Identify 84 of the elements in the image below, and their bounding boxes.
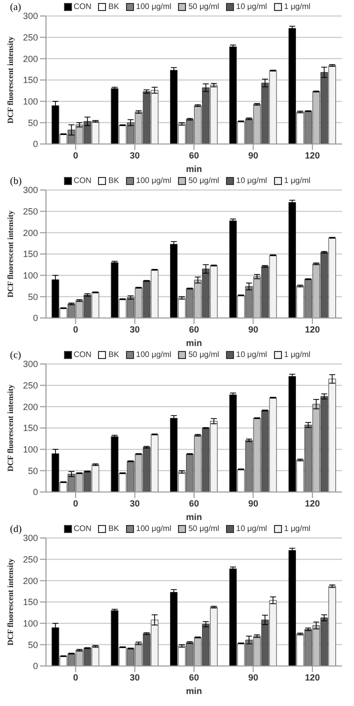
y-tick-label: 0 — [32, 487, 38, 498]
legend-label: BK — [108, 350, 120, 359]
y-axis-title: DCF fluorescent intensity — [6, 384, 15, 472]
x-tick-label: 0 — [73, 498, 78, 508]
y-axis-title: DCF fluorescent intensity — [6, 36, 15, 124]
legend-label: 50 μg/ml — [188, 176, 220, 185]
y-tick-label: 100 — [22, 270, 38, 281]
legend-label: CON — [74, 176, 92, 185]
y-tick-label: 200 — [22, 228, 38, 238]
y-tick-label: 200 — [22, 54, 38, 64]
legend-label: 100 μg/ml — [136, 2, 172, 11]
x-tick-label: 30 — [130, 150, 140, 160]
legend-label: CON — [74, 2, 92, 11]
legend-label: 1 μg/ml — [284, 350, 310, 359]
y-tick-label: 100 — [22, 444, 38, 455]
x-tick-label: 90 — [248, 672, 258, 682]
x-tick-label: 0 — [73, 672, 78, 682]
y-tick-label: 150 — [22, 597, 38, 608]
y-tick-label: 150 — [22, 249, 38, 260]
x-tick-label: 60 — [188, 672, 200, 682]
legend-label: 100 μg/ml — [136, 524, 172, 533]
x-tick-label: 30 — [130, 498, 140, 508]
y-tick-label: 0 — [32, 313, 38, 324]
legend-label: 10 μg/ml — [236, 524, 268, 533]
x-tick-label: 120 — [304, 150, 320, 160]
y-tick-label: 150 — [22, 75, 38, 86]
legend-label: BK — [108, 176, 120, 185]
chart-title: (d) — [10, 524, 22, 535]
x-tick-label: 90 — [248, 150, 258, 160]
y-tick-label: 200 — [22, 402, 38, 412]
y-tick-label: 150 — [22, 423, 38, 434]
y-tick-label: 50 — [28, 118, 38, 128]
legend-label: 50 μg/ml — [188, 524, 220, 533]
y-tick-label: 100 — [22, 96, 38, 107]
legend-label: 1 μg/ml — [284, 524, 310, 533]
y-tick-label: 250 — [22, 206, 38, 217]
y-tick-label: 300 — [22, 185, 38, 196]
y-tick-label: 50 — [28, 640, 38, 650]
x-tick-label: 90 — [248, 498, 258, 508]
y-tick-label: 200 — [22, 576, 38, 586]
chart-title: (b) — [10, 176, 22, 187]
y-tick-label: 0 — [32, 139, 38, 150]
legend-label: 50 μg/ml — [188, 350, 220, 359]
x-tick-label: 0 — [73, 324, 78, 334]
legend-label: 10 μg/ml — [236, 176, 268, 185]
x-tick-label: 90 — [248, 324, 258, 334]
y-tick-label: 250 — [22, 32, 38, 43]
legend-label: 10 μg/ml — [236, 350, 268, 359]
x-tick-label: 120 — [304, 498, 320, 508]
legend-label: 100 μg/ml — [136, 350, 172, 359]
y-axis-title: DCF fluorescent intensity — [6, 210, 15, 298]
x-tick-label: 60 — [188, 150, 200, 160]
x-tick-label: 120 — [304, 324, 320, 334]
legend-label: CON — [74, 350, 92, 359]
x-axis-title: min — [186, 164, 202, 174]
y-tick-label: 250 — [22, 380, 38, 391]
x-axis-title: min — [186, 686, 202, 696]
y-tick-label: 300 — [22, 533, 38, 544]
y-tick-label: 300 — [22, 11, 38, 22]
x-tick-label: 30 — [130, 324, 140, 334]
x-tick-label: 120 — [304, 672, 320, 682]
y-tick-label: 50 — [28, 466, 38, 476]
y-tick-label: 0 — [32, 661, 38, 672]
legend-label: 10 μg/ml — [236, 2, 268, 11]
x-tick-label: 60 — [188, 498, 200, 508]
legend-label: BK — [108, 2, 120, 11]
y-tick-label: 50 — [28, 292, 38, 302]
chart-title: (c) — [10, 350, 22, 361]
y-tick-label: 250 — [22, 554, 38, 565]
legend-label: 50 μg/ml — [188, 2, 220, 11]
y-axis-title: DCF fluorescent intensity — [6, 558, 15, 646]
x-tick-label: 30 — [130, 672, 140, 682]
y-tick-label: 300 — [22, 359, 38, 370]
x-tick-label: 60 — [188, 324, 200, 334]
x-axis-title: min — [186, 512, 202, 522]
x-tick-label: 0 — [73, 150, 78, 160]
legend-label: 1 μg/ml — [284, 176, 310, 185]
x-axis-title: min — [186, 338, 202, 348]
legend-label: CON — [74, 524, 92, 533]
legend-label: 100 μg/ml — [136, 176, 172, 185]
legend-label: 1 μg/ml — [284, 2, 310, 11]
y-tick-label: 100 — [22, 618, 38, 629]
legend-label: BK — [108, 524, 120, 533]
chart-title: (a) — [10, 2, 22, 13]
